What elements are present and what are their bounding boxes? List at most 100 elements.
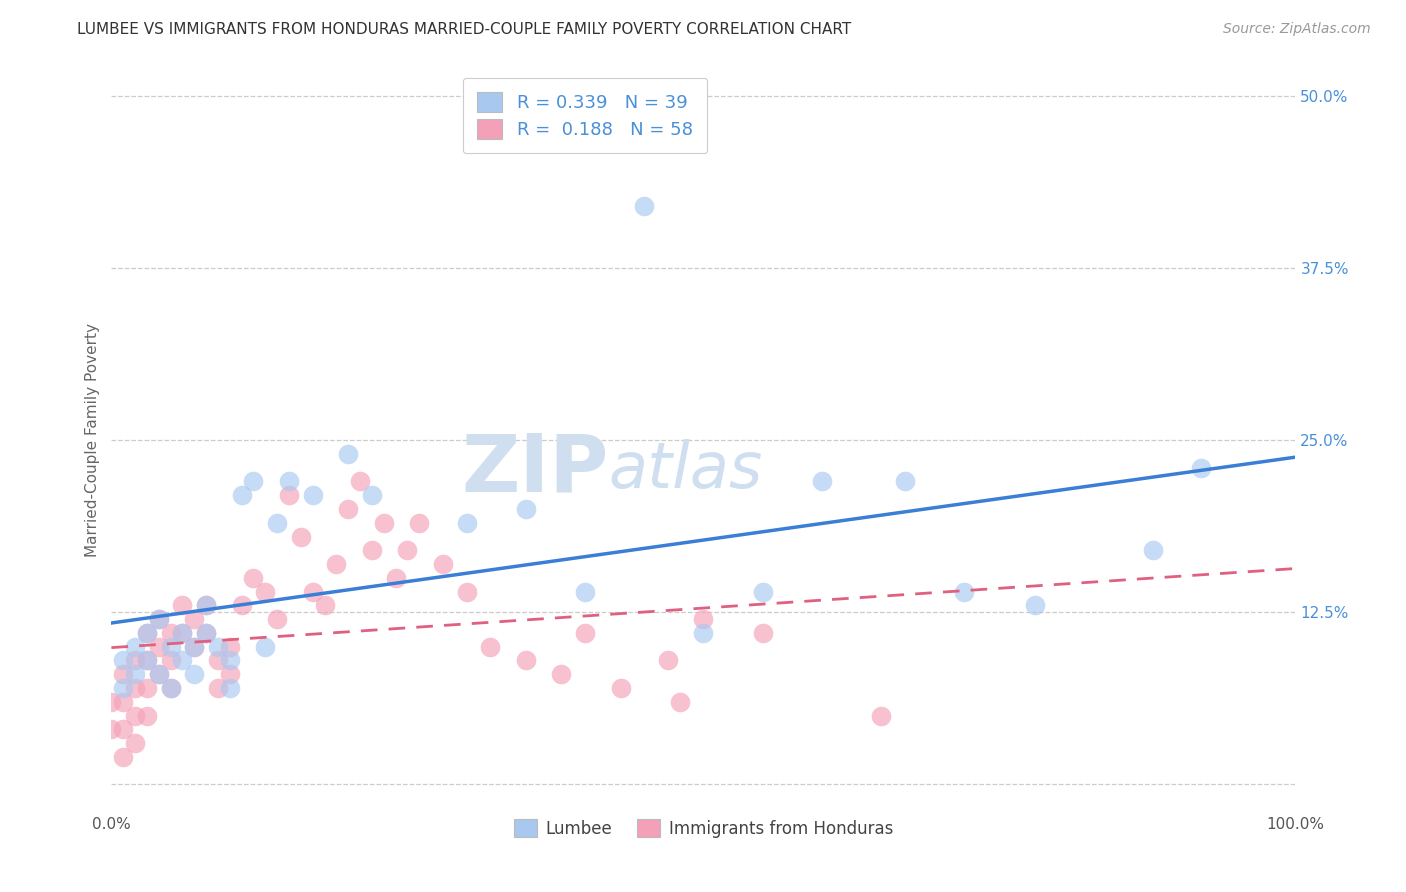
Point [384,571,406,585]
Point [609,681,631,695]
Point [254,584,277,599]
Point [172,653,194,667]
Point [408,516,430,530]
Point [349,475,371,489]
Text: ZIP: ZIP [461,431,609,509]
Point [1142,543,1164,558]
Point [668,695,690,709]
Point [479,640,502,654]
Legend: Lumbee, Immigrants from Honduras: Lumbee, Immigrants from Honduras [508,813,900,845]
Point [218,653,240,667]
Point [218,667,240,681]
Point [692,612,714,626]
Point [550,667,572,681]
Point [231,599,253,613]
Point [183,667,205,681]
Point [136,626,159,640]
Point [218,681,240,695]
Point [159,640,181,654]
Point [290,530,312,544]
Point [396,543,419,558]
Point [301,488,323,502]
Point [242,571,264,585]
Text: Source: ZipAtlas.com: Source: ZipAtlas.com [1223,22,1371,37]
Point [893,475,915,489]
Point [100,723,122,737]
Point [112,667,135,681]
Point [870,708,893,723]
Point [515,653,537,667]
Point [456,516,478,530]
Point [751,626,773,640]
Text: LUMBEE VS IMMIGRANTS FROM HONDURAS MARRIED-COUPLE FAMILY POVERTY CORRELATION CHA: LUMBEE VS IMMIGRANTS FROM HONDURAS MARRI… [77,22,852,37]
Point [159,681,181,695]
Point [195,599,218,613]
Point [254,640,277,654]
Point [574,584,596,599]
Y-axis label: Married-Couple Family Poverty: Married-Couple Family Poverty [86,323,100,558]
Point [159,653,181,667]
Point [207,640,229,654]
Point [112,653,135,667]
Point [195,626,218,640]
Point [148,612,170,626]
Point [278,488,301,502]
Point [148,612,170,626]
Point [207,681,229,695]
Point [124,667,146,681]
Point [136,626,159,640]
Point [218,640,240,654]
Point [301,584,323,599]
Point [953,584,976,599]
Point [100,695,122,709]
Point [124,640,146,654]
Point [361,488,384,502]
Point [1189,460,1212,475]
Point [112,681,135,695]
Point [183,640,205,654]
Point [112,749,135,764]
Point [337,502,360,516]
Point [195,626,218,640]
Point [172,626,194,640]
Point [692,626,714,640]
Point [112,723,135,737]
Point [148,667,170,681]
Point [657,653,679,667]
Point [207,653,229,667]
Point [148,667,170,681]
Point [515,502,537,516]
Point [172,626,194,640]
Point [124,736,146,750]
Point [183,640,205,654]
Point [148,640,170,654]
Point [159,681,181,695]
Point [278,475,301,489]
Point [195,599,218,613]
Point [314,599,336,613]
Point [124,681,146,695]
Point [183,612,205,626]
Point [574,626,596,640]
Point [136,653,159,667]
Point [361,543,384,558]
Point [633,199,655,213]
Point [159,626,181,640]
Text: atlas: atlas [609,439,763,501]
Point [136,708,159,723]
Point [136,653,159,667]
Point [124,708,146,723]
Point [242,475,264,489]
Point [172,599,194,613]
Point [112,695,135,709]
Point [751,584,773,599]
Point [266,612,288,626]
Point [337,447,360,461]
Point [373,516,395,530]
Point [325,557,347,571]
Point [1024,599,1046,613]
Point [432,557,454,571]
Point [231,488,253,502]
Point [136,681,159,695]
Point [124,653,146,667]
